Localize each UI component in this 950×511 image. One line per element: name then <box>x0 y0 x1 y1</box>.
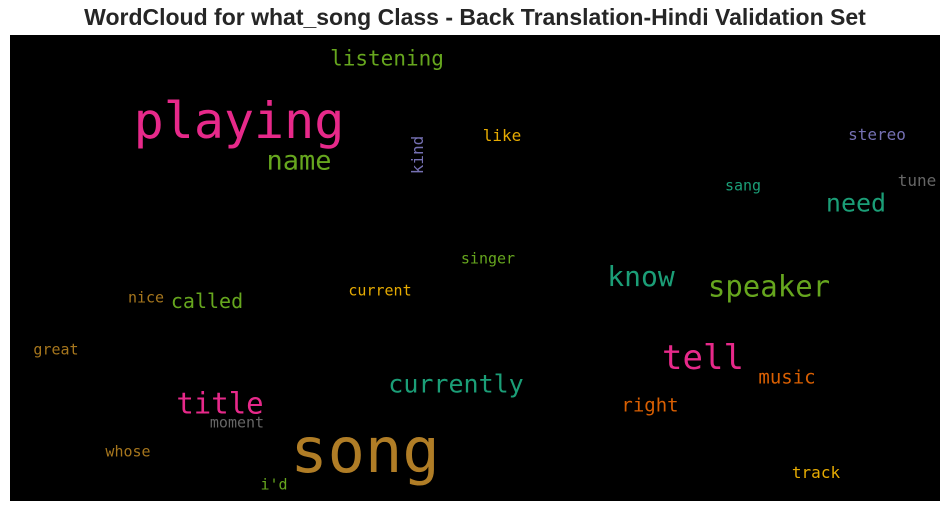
word-moment: moment <box>209 413 265 432</box>
word-like: like <box>482 126 522 145</box>
word-id: i'd <box>260 475 288 494</box>
word-track: track <box>791 463 841 482</box>
word-name: name <box>266 145 332 177</box>
word-current: current <box>348 281 412 300</box>
word-playing: playing <box>133 92 345 150</box>
word-music: music <box>758 366 816 389</box>
word-listening: listening <box>330 46 444 71</box>
word-speaker: speaker <box>707 269 831 304</box>
word-need: need <box>825 188 887 218</box>
word-title: title <box>176 386 264 421</box>
word-kind: kind <box>408 135 427 175</box>
word-tune: tune <box>897 171 937 190</box>
word-nice: nice <box>127 288 165 307</box>
word-know: know <box>607 260 675 293</box>
word-tell: tell <box>662 338 744 378</box>
word-song: song <box>290 414 440 487</box>
word-currently: currently <box>388 369 524 399</box>
wordcloud-canvas: song playing tell title name speaker know curre… <box>10 35 940 501</box>
word-right: right <box>621 394 679 417</box>
word-singer: singer <box>460 249 516 268</box>
chart-title: WordCloud for what_song Class - Back Tra… <box>84 4 866 30</box>
word-sang: sang <box>724 176 762 195</box>
word-called: called <box>170 289 244 313</box>
word-stereo: stereo <box>848 125 906 144</box>
word-great: great <box>33 340 79 359</box>
word-whose: whose <box>105 442 151 461</box>
